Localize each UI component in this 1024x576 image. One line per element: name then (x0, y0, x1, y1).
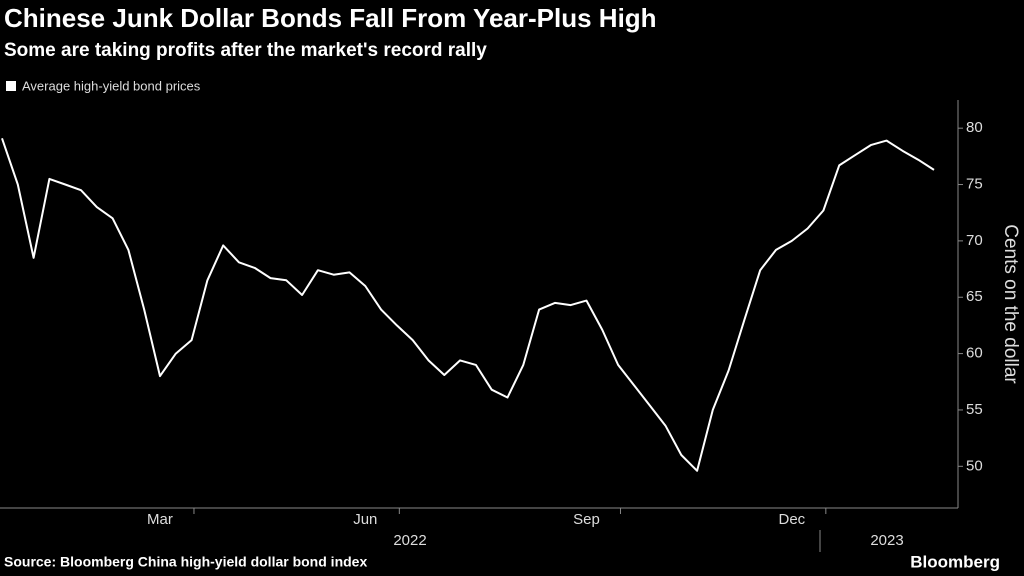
x-group-label: 2022 (393, 532, 426, 549)
x-group-label: 2023 (870, 532, 903, 549)
legend-label: Average high-yield bond prices (22, 78, 201, 93)
y-tick-label: 55 (966, 401, 983, 418)
x-tick-label: Sep (573, 511, 600, 528)
y-tick-label: 70 (966, 232, 983, 249)
legend-swatch (6, 81, 16, 91)
chart-subtitle: Some are taking profits after the market… (4, 40, 487, 61)
x-tick-label: Jun (353, 511, 377, 528)
y-tick-label: 65 (966, 288, 983, 305)
x-tick-label: Mar (147, 511, 173, 528)
source: Source: Bloomberg China high-yield dolla… (4, 554, 367, 570)
y-tick-label: 50 (966, 457, 983, 474)
y-tick-label: 80 (966, 119, 983, 136)
brand: Bloomberg (910, 552, 1000, 571)
y-axis-title: Cents on the dollar (1000, 224, 1021, 384)
y-tick-label: 60 (966, 345, 983, 362)
x-tick-label: Dec (778, 511, 805, 528)
chart-title: Chinese Junk Dollar Bonds Fall From Year… (4, 3, 657, 33)
y-tick-label: 75 (966, 175, 983, 192)
line-series (1, 137, 935, 472)
